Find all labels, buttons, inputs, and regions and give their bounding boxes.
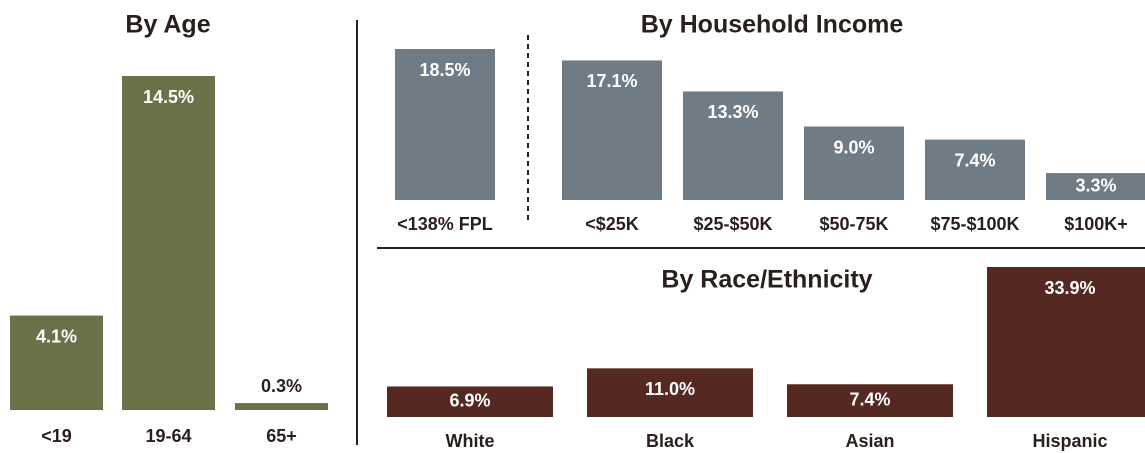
bar [987, 267, 1145, 417]
bar [10, 315, 103, 410]
bar [395, 49, 495, 200]
value-label: 7.4% [954, 150, 995, 170]
chart-title: By Race/Ethnicity [661, 266, 872, 294]
bar [387, 386, 553, 417]
bar [925, 139, 1025, 200]
x-tick-label: Black [646, 431, 695, 451]
value-label: 17.1% [586, 71, 637, 91]
chart-title: By Household Income [641, 11, 904, 39]
x-tick-label: 19-64 [145, 426, 191, 446]
value-label: 3.3% [1075, 175, 1116, 195]
x-tick-label: $50-75K [819, 214, 888, 234]
x-tick-label: White [446, 431, 495, 451]
value-label: 14.5% [143, 87, 194, 107]
value-label: 13.3% [707, 102, 758, 122]
x-tick-label: $100K+ [1064, 214, 1128, 234]
bar [1046, 173, 1145, 200]
value-label: 9.0% [833, 137, 874, 157]
bar [562, 60, 662, 200]
value-label: 18.5% [419, 60, 470, 80]
value-label: 33.9% [1044, 278, 1095, 298]
x-tick-label: $75-$100K [930, 214, 1019, 234]
bar [787, 384, 953, 417]
x-tick-label: Hispanic [1032, 431, 1107, 451]
x-tick-label: 65+ [266, 426, 297, 446]
value-label: 0.3% [261, 376, 302, 396]
bar [804, 126, 904, 200]
value-label: 11.0% [645, 379, 695, 399]
x-tick-label: <19 [41, 426, 72, 446]
x-tick-label: $25-$50K [693, 214, 772, 234]
x-tick-label: <138% FPL [397, 214, 493, 234]
bar [587, 368, 753, 417]
chart-title: By Age [125, 11, 210, 39]
value-label: 4.1% [36, 326, 77, 346]
bar [683, 91, 783, 200]
bar [122, 76, 215, 410]
x-tick-label: <$25K [585, 214, 639, 234]
value-label: 7.4% [849, 389, 890, 409]
value-label: 6.9% [449, 390, 490, 410]
x-tick-label: Asian [845, 431, 894, 451]
bar [235, 403, 328, 410]
